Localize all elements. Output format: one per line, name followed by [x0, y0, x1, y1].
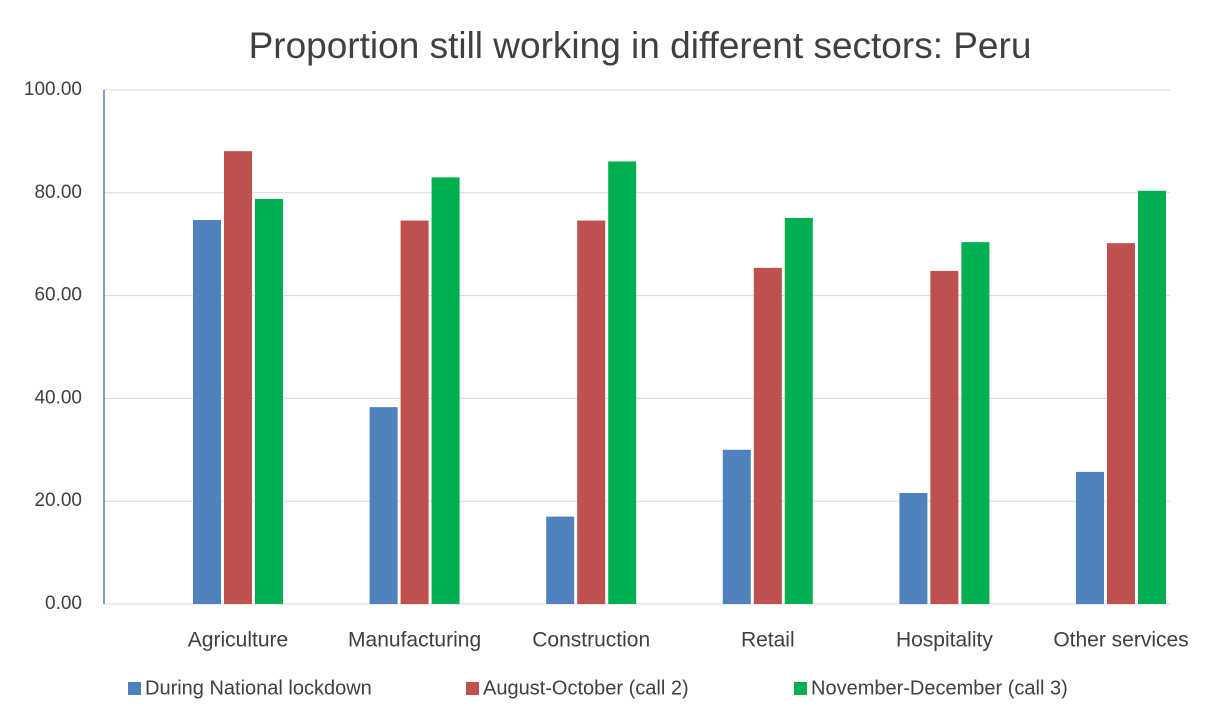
bar: [546, 516, 575, 604]
y-tick-label: 0.00: [45, 593, 82, 614]
legend-label: During National lockdown: [145, 677, 372, 699]
bar: [899, 492, 928, 604]
legend-swatch: [794, 682, 807, 695]
legend-swatch: [128, 682, 141, 695]
bar: [193, 220, 221, 605]
bar: [224, 151, 252, 604]
bar: [577, 220, 606, 604]
bar: [753, 267, 782, 604]
legend-label: August-October (call 2): [483, 677, 689, 699]
bar: [930, 270, 959, 604]
chart-title: Proportion still working in different se…: [249, 25, 1032, 66]
bar: [1076, 471, 1104, 604]
bar: [784, 217, 813, 604]
y-tick-label: 60.00: [34, 285, 82, 306]
legend-swatch: [466, 682, 479, 695]
y-tick-label: 100.00: [24, 79, 82, 100]
x-tick-label: Retail: [741, 629, 795, 652]
bar: [400, 220, 429, 604]
x-tick-label: Hospitality: [896, 629, 993, 652]
bar: [961, 242, 990, 605]
x-tick-label: Agriculture: [188, 629, 288, 652]
y-tick-label: 20.00: [34, 490, 82, 511]
bar: [1107, 243, 1135, 604]
x-tick-label: Other services: [1053, 629, 1188, 652]
bar: [255, 198, 283, 604]
y-tick-label: 40.00: [34, 387, 82, 408]
bar: [369, 407, 398, 604]
bar: [722, 449, 751, 604]
bar: [608, 161, 637, 605]
x-tick-label: Manufacturing: [348, 629, 481, 652]
y-tick-label: 80.00: [34, 182, 82, 203]
bar: [431, 177, 460, 604]
bar: [1138, 190, 1166, 604]
legend-label: November-December (call 3): [811, 677, 1068, 699]
x-tick-label: Construction: [532, 629, 650, 652]
